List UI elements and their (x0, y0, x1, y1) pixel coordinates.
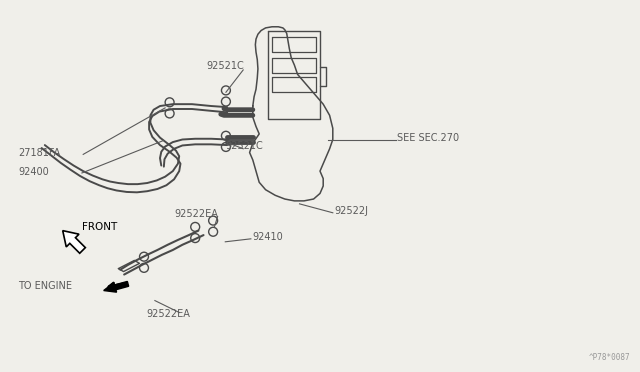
Text: SEE SEC.270: SEE SEC.270 (397, 134, 459, 143)
Text: 92400: 92400 (18, 167, 49, 177)
Text: 92522EA: 92522EA (146, 310, 190, 319)
FancyArrow shape (63, 231, 85, 253)
Text: FRONT: FRONT (82, 222, 117, 232)
Text: 92522J: 92522J (334, 206, 368, 216)
Text: 92410: 92410 (252, 232, 283, 242)
Text: 92521C: 92521C (206, 61, 244, 71)
Text: 27181FA: 27181FA (18, 148, 60, 158)
Text: ^P78*0087: ^P78*0087 (588, 353, 630, 362)
Text: 92522EA: 92522EA (174, 209, 218, 219)
Text: 92521C: 92521C (225, 141, 263, 151)
Text: TO ENGINE: TO ENGINE (18, 281, 72, 291)
FancyArrow shape (104, 282, 129, 292)
